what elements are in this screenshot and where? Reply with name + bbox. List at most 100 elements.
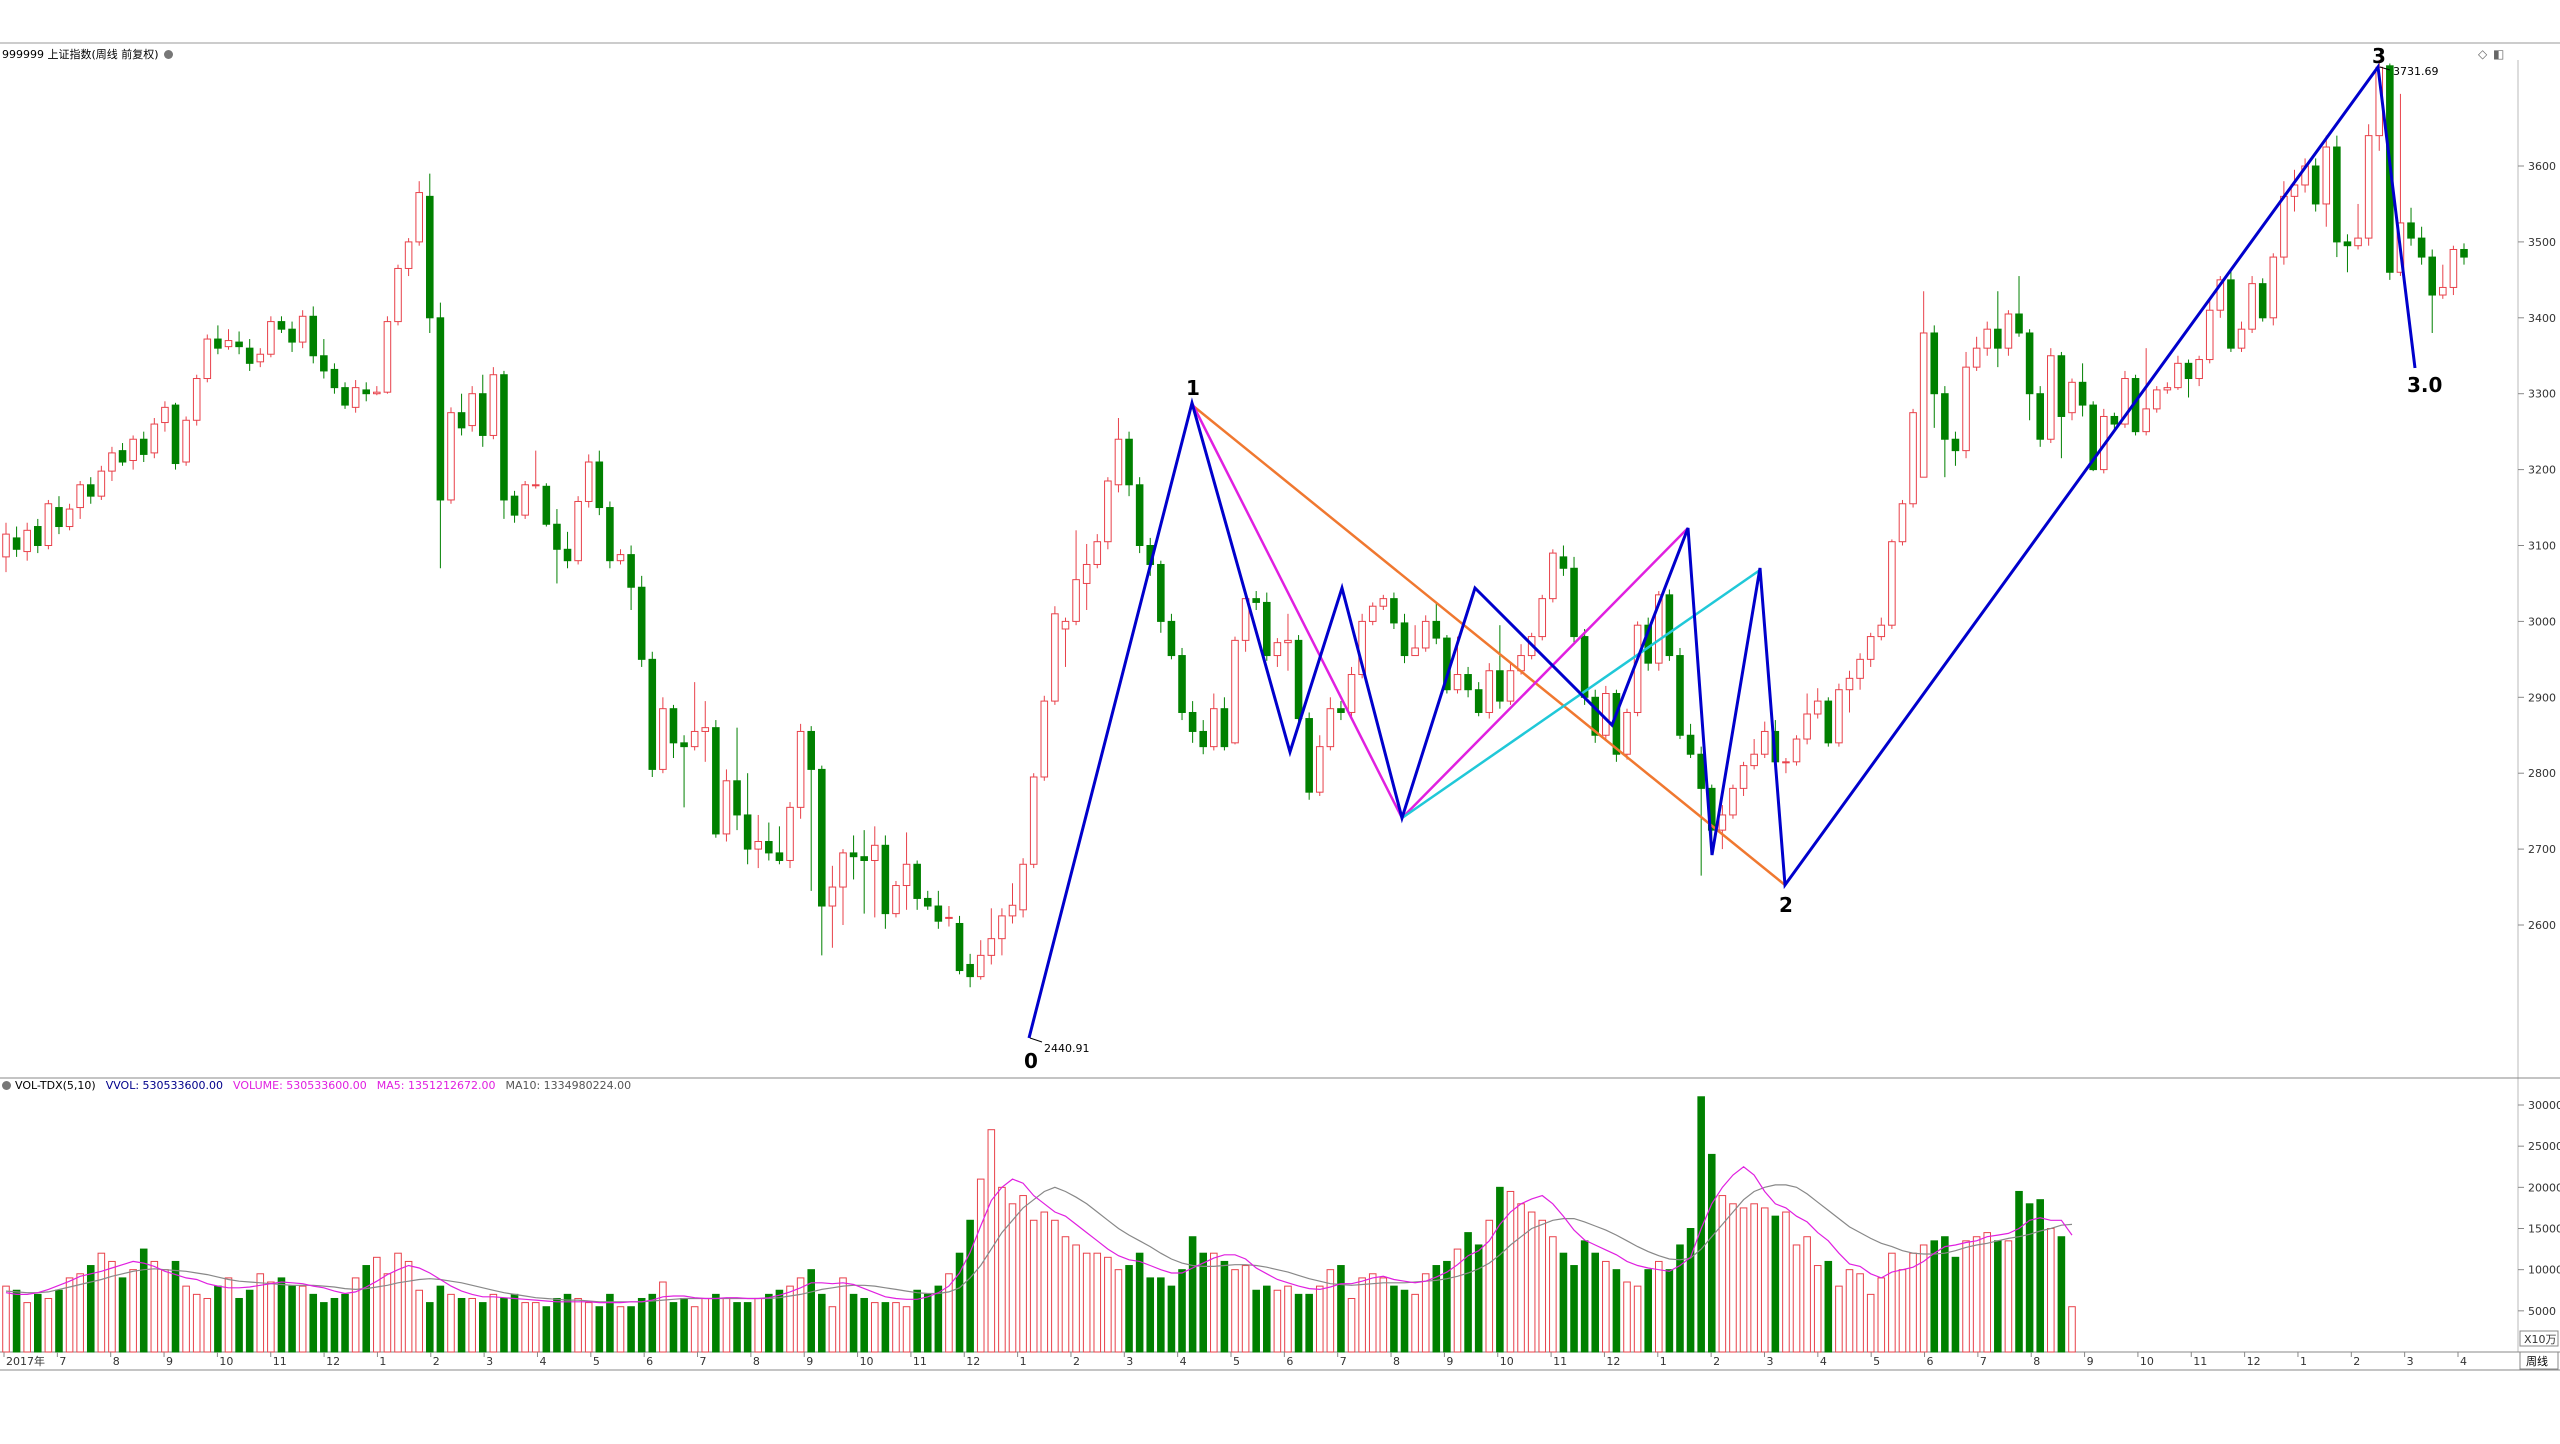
- wave-label-1: 1: [1186, 376, 1200, 400]
- volume-bar-down: [2036, 1199, 2044, 1353]
- window-restore-icon[interactable]: ◧: [2493, 47, 2505, 61]
- volume-bar-up: [1655, 1260, 1663, 1353]
- candle-up: [1633, 624, 1642, 713]
- volume-bar-up: [796, 1277, 805, 1353]
- candle-up: [1029, 776, 1038, 865]
- volume-bar-up: [1029, 1219, 1038, 1353]
- volume-bar-up: [1008, 1203, 1017, 1353]
- time-tick-label: 11: [913, 1355, 927, 1368]
- volume-bar-up: [256, 1273, 265, 1353]
- volume-bar-down: [55, 1289, 63, 1353]
- volume-bar-down: [2057, 1236, 2066, 1353]
- candle-down: [436, 317, 445, 501]
- volume-bar-down: [1263, 1285, 1271, 1353]
- candle-up: [2237, 328, 2246, 349]
- volume-bar-up: [521, 1302, 529, 1353]
- volume-bar-down: [1305, 1293, 1313, 1353]
- volume-bar-up: [1241, 1265, 1250, 1353]
- candle-down: [934, 905, 943, 922]
- candle-up: [1835, 689, 1843, 744]
- candle-up: [1602, 693, 1610, 736]
- diamond-icon[interactable]: ◇: [2478, 47, 2488, 61]
- candle-down: [1559, 556, 1568, 569]
- candle-up: [1655, 594, 1663, 664]
- volume-bar-up: [1506, 1190, 1515, 1353]
- volume-bar-up: [1093, 1252, 1102, 1353]
- candle-down: [966, 963, 974, 978]
- candle-down: [765, 841, 773, 854]
- candle-down: [913, 863, 921, 899]
- price-tick-label: 3100: [2528, 540, 2556, 553]
- candle-up: [2354, 237, 2362, 247]
- candle-up: [1856, 658, 1864, 679]
- volume-bar-up: [108, 1260, 116, 1353]
- circle-settings-icon[interactable]: [2, 1081, 11, 1090]
- volume-bar-down: [1432, 1265, 1441, 1353]
- candle-up: [1019, 863, 1027, 911]
- time-tick-label: 1: [1020, 1355, 1027, 1368]
- candle-down: [1570, 567, 1578, 638]
- candle-down: [1665, 594, 1674, 657]
- volume-bar-up: [828, 1306, 837, 1353]
- circle-settings-icon[interactable]: [164, 50, 174, 59]
- volume-indicator-name[interactable]: VOL-TDX(5,10): [15, 1079, 96, 1092]
- volume-bar-down: [1199, 1252, 1207, 1353]
- time-tick-label: 5: [1233, 1355, 1240, 1368]
- candle-up: [1040, 700, 1049, 778]
- time-tick-label: 9: [806, 1355, 813, 1368]
- candle-up: [23, 529, 31, 553]
- candle-up: [2216, 279, 2225, 311]
- time-tick-label: 10: [219, 1355, 233, 1368]
- volume-bar-down: [288, 1285, 296, 1353]
- time-tick-label: 9: [2087, 1355, 2094, 1368]
- candle-up: [2248, 283, 2256, 330]
- low-annotation: 2440.91: [1029, 1037, 1090, 1055]
- candle-down: [1294, 639, 1303, 720]
- candle-up: [1072, 579, 1080, 622]
- candle-up: [892, 885, 900, 915]
- volume-bar-down: [330, 1297, 339, 1353]
- candle-down: [426, 195, 434, 319]
- candle-down: [1400, 622, 1409, 657]
- volume-unit-box: [2519, 1330, 2559, 1347]
- volume-bar-down: [1390, 1285, 1398, 1353]
- time-tick-label: 3: [2407, 1355, 2414, 1368]
- candle-down: [362, 389, 371, 395]
- volume-bar-down: [277, 1277, 286, 1353]
- volume-bar-down: [1400, 1289, 1409, 1353]
- candle-up: [447, 412, 455, 501]
- volume-bar-up: [1411, 1293, 1419, 1353]
- volume-tick-label: 5000: [2528, 1305, 2556, 1318]
- volume-bar-up: [373, 1256, 381, 1353]
- candle-down: [818, 768, 826, 907]
- candle-up: [1739, 765, 1748, 789]
- volume-bar-down: [733, 1302, 741, 1353]
- candle-down: [2417, 237, 2426, 258]
- price-axis: 3600 3500 3400 3300 3200 3100 3000 2900 2800 2700…: [2518, 160, 2556, 932]
- time-tick-label: 4: [1180, 1355, 1187, 1368]
- candle-up: [796, 730, 805, 808]
- candle-up: [2142, 408, 2150, 433]
- volume-bar-up: [1379, 1277, 1388, 1353]
- volume-tick-label: 15000: [2528, 1223, 2560, 1236]
- volume-bar-up: [1051, 1219, 1059, 1353]
- volume-bar-up: [574, 1297, 582, 1353]
- price-tick-label: 3400: [2528, 312, 2556, 325]
- time-tick-label: 4: [1820, 1355, 1827, 1368]
- time-tick-label: 1: [1660, 1355, 1667, 1368]
- candle-up: [1898, 503, 1907, 543]
- candle-up: [1379, 598, 1388, 607]
- candle-up: [1845, 677, 1854, 691]
- candle-up: [531, 484, 540, 487]
- candle-up: [1877, 624, 1886, 638]
- candle-down: [1125, 438, 1133, 486]
- time-tick-label: 8: [2033, 1355, 2040, 1368]
- candle-up: [1104, 480, 1112, 543]
- volume-bar-down: [1771, 1215, 1780, 1353]
- candle-up: [1909, 412, 1917, 505]
- volume-bar-up: [1739, 1207, 1748, 1353]
- volume-bar-up: [44, 1297, 53, 1353]
- volume-bar-down: [214, 1285, 222, 1353]
